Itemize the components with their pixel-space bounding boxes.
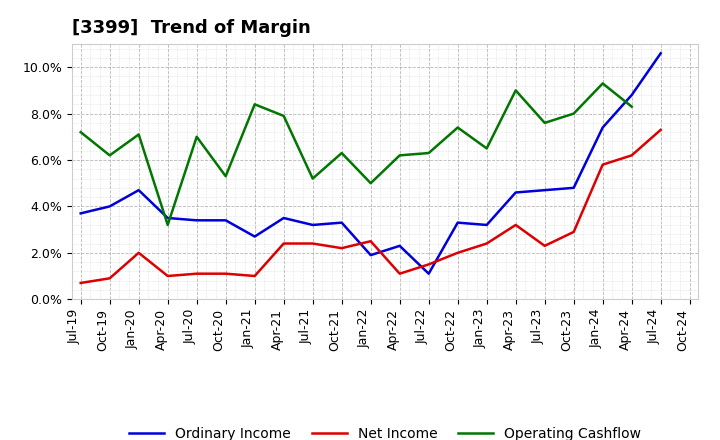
Operating Cashflow xyxy=(251,102,259,107)
Ordinary Income xyxy=(570,185,578,191)
Operating Cashflow xyxy=(482,146,491,151)
Operating Cashflow xyxy=(395,153,404,158)
Net Income xyxy=(598,162,607,167)
Operating Cashflow xyxy=(105,153,114,158)
Net Income xyxy=(135,250,143,256)
Net Income xyxy=(657,127,665,132)
Ordinary Income xyxy=(279,215,288,220)
Net Income xyxy=(541,243,549,249)
Ordinary Income xyxy=(135,187,143,193)
Operating Cashflow xyxy=(366,180,375,186)
Net Income xyxy=(511,222,520,227)
Ordinary Income xyxy=(221,218,230,223)
Operating Cashflow xyxy=(541,120,549,125)
Net Income xyxy=(395,271,404,276)
Legend: Ordinary Income, Net Income, Operating Cashflow: Ordinary Income, Net Income, Operating C… xyxy=(124,421,647,440)
Net Income xyxy=(454,250,462,256)
Operating Cashflow xyxy=(308,176,317,181)
Operating Cashflow xyxy=(163,222,172,227)
Net Income xyxy=(163,273,172,279)
Operating Cashflow xyxy=(76,129,85,135)
Operating Cashflow xyxy=(598,81,607,86)
Ordinary Income xyxy=(541,187,549,193)
Net Income xyxy=(76,280,85,286)
Net Income xyxy=(338,246,346,251)
Net Income xyxy=(570,229,578,235)
Operating Cashflow xyxy=(135,132,143,137)
Ordinary Income xyxy=(395,243,404,249)
Net Income xyxy=(192,271,201,276)
Line: Net Income: Net Income xyxy=(81,130,661,283)
Net Income xyxy=(627,153,636,158)
Ordinary Income xyxy=(366,253,375,258)
Ordinary Income xyxy=(482,222,491,227)
Net Income xyxy=(424,262,433,267)
Ordinary Income xyxy=(163,215,172,220)
Ordinary Income xyxy=(76,211,85,216)
Net Income xyxy=(308,241,317,246)
Net Income xyxy=(482,241,491,246)
Ordinary Income xyxy=(424,271,433,276)
Text: [3399]  Trend of Margin: [3399] Trend of Margin xyxy=(72,19,311,37)
Ordinary Income xyxy=(657,51,665,56)
Ordinary Income xyxy=(454,220,462,225)
Ordinary Income xyxy=(627,92,636,98)
Operating Cashflow xyxy=(221,174,230,179)
Line: Ordinary Income: Ordinary Income xyxy=(81,53,661,274)
Net Income xyxy=(105,276,114,281)
Net Income xyxy=(366,238,375,244)
Net Income xyxy=(251,273,259,279)
Ordinary Income xyxy=(308,222,317,227)
Operating Cashflow xyxy=(192,134,201,139)
Operating Cashflow xyxy=(511,88,520,93)
Ordinary Income xyxy=(338,220,346,225)
Operating Cashflow xyxy=(570,111,578,116)
Ordinary Income xyxy=(251,234,259,239)
Ordinary Income xyxy=(511,190,520,195)
Ordinary Income xyxy=(192,218,201,223)
Line: Operating Cashflow: Operating Cashflow xyxy=(81,84,631,225)
Operating Cashflow xyxy=(424,150,433,156)
Net Income xyxy=(279,241,288,246)
Operating Cashflow xyxy=(454,125,462,130)
Operating Cashflow xyxy=(338,150,346,156)
Operating Cashflow xyxy=(627,104,636,109)
Ordinary Income xyxy=(105,204,114,209)
Net Income xyxy=(221,271,230,276)
Operating Cashflow xyxy=(279,113,288,118)
Ordinary Income xyxy=(598,125,607,130)
